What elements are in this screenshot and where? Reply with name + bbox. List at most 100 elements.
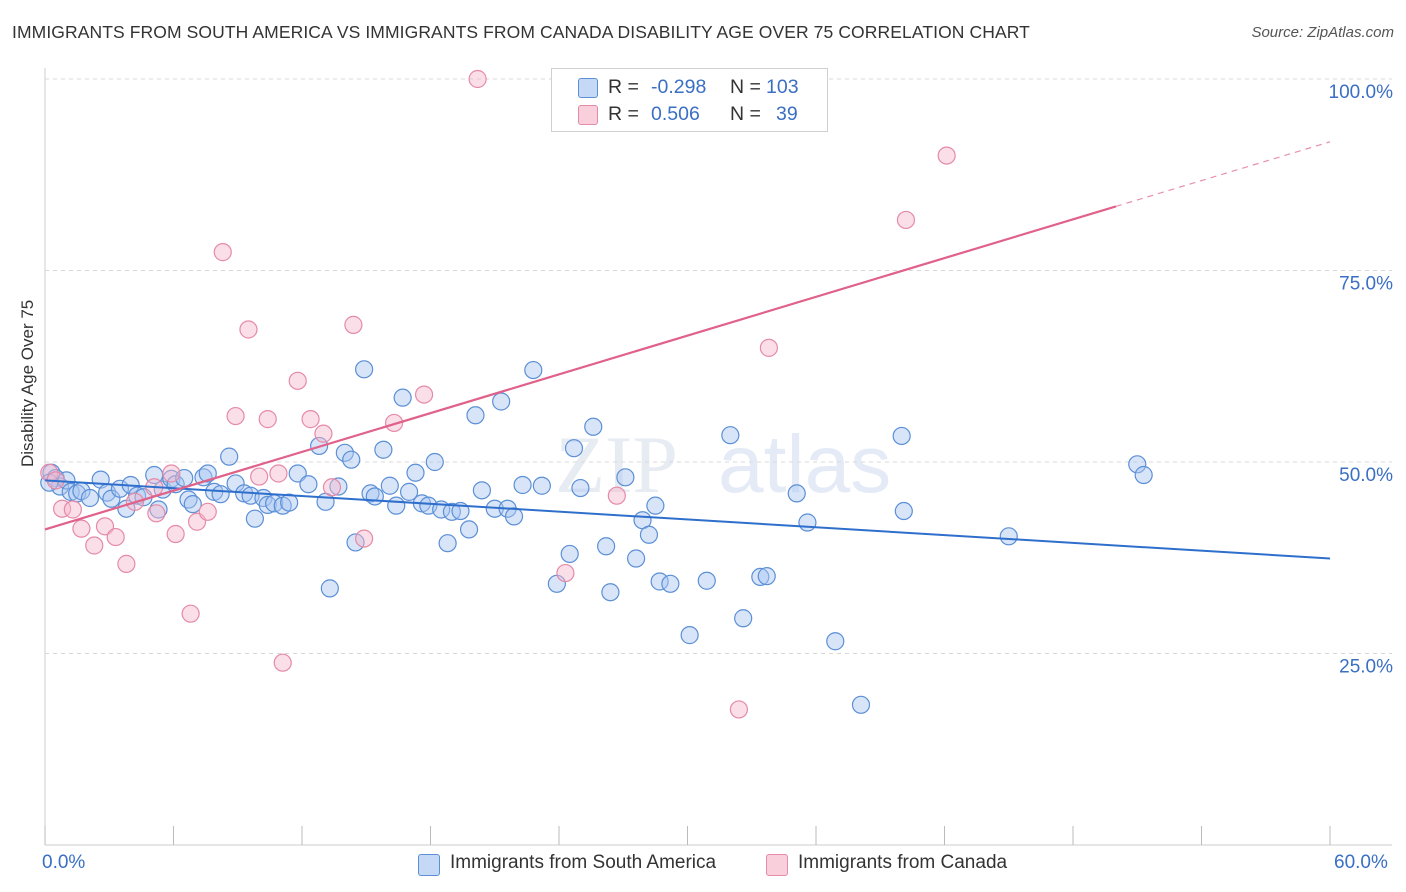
data-point-south-america (584, 417, 603, 436)
bottom-legend-label: Immigrants from South America (450, 852, 717, 873)
data-point-south-america (721, 426, 740, 445)
data-point-south-america (346, 533, 365, 552)
data-point-south-america (335, 443, 354, 462)
x-tick-max: 60.0% (1334, 852, 1388, 873)
data-point-south-america (532, 476, 551, 495)
y-axis-label: Disability Age Over 75 (18, 299, 37, 467)
data-point-south-america (851, 695, 871, 714)
y-tick-label: 75.0% (1339, 274, 1393, 295)
data-point-canada (63, 500, 82, 519)
data-point-canada (239, 320, 258, 339)
data-point-south-america (513, 475, 532, 495)
data-point-south-america (365, 487, 384, 506)
data-point-canada (85, 536, 104, 555)
legend-r-label: R = (608, 103, 639, 125)
data-point-south-america (342, 450, 361, 469)
data-point-canada (273, 653, 292, 672)
data-point-south-america (616, 468, 635, 487)
data-point-south-america (288, 464, 307, 483)
data-point-south-america (387, 496, 406, 515)
data-point-south-america (597, 537, 616, 556)
data-point-canada (759, 338, 778, 357)
data-point-canada (896, 210, 916, 230)
data-point-south-america (650, 572, 669, 591)
legend-r-label: R = (608, 76, 639, 98)
data-point-canada (106, 527, 125, 547)
trend-line-canada-extension (1115, 141, 1331, 207)
data-point-canada (117, 554, 136, 573)
data-point-south-america (639, 525, 659, 544)
data-point-south-america (734, 609, 753, 628)
data-point-south-america (220, 447, 239, 466)
data-point-south-america (564, 439, 584, 458)
data-point-south-america (892, 426, 911, 446)
data-point-south-america (1134, 465, 1153, 485)
data-point-south-america (697, 571, 716, 590)
data-point-canada (288, 371, 307, 390)
data-point-canada (258, 410, 277, 429)
data-point-south-america (504, 507, 524, 526)
data-point-south-america (355, 360, 374, 379)
trend-line-canada (44, 205, 1117, 531)
data-point-south-america (626, 549, 646, 568)
data-point-south-america (560, 544, 579, 564)
data-point-south-america (999, 527, 1018, 546)
data-point-canada (344, 315, 363, 334)
data-point-canada (198, 502, 217, 521)
data-point-south-america (751, 567, 770, 587)
data-point-canada (468, 69, 487, 89)
x-axis-ticks (44, 826, 1331, 845)
trend-line-south-america (44, 479, 1331, 560)
bottom-legend-swatch-pink (766, 854, 788, 876)
data-point-south-america (211, 485, 230, 504)
data-point-south-america (329, 477, 348, 496)
legend-n-value: 39 (776, 103, 798, 125)
data-point-south-america (299, 475, 318, 494)
data-point-south-america (472, 481, 491, 500)
data-point-canada (226, 406, 245, 426)
legend-swatch-pink (578, 105, 598, 125)
y-axis-tick-labels: 25.0% 50.0% 75.0% 100.0% (1329, 82, 1394, 678)
chart-title: IMMIGRANTS FROM SOUTH AMERICA VS IMMIGRA… (12, 22, 1030, 42)
data-point-canada (556, 563, 575, 583)
data-point-south-america (399, 482, 419, 501)
bottom-legend-swatch-blue (418, 854, 440, 876)
data-point-south-america (601, 583, 620, 602)
data-point-south-america (798, 513, 817, 532)
data-point-south-america (894, 501, 913, 521)
data-point-south-america (680, 626, 699, 645)
data-point-south-america (393, 388, 412, 407)
data-point-canada (729, 700, 749, 719)
y-tick-label: 100.0% (1329, 82, 1394, 103)
bottom-legend-label: Immigrants from Canada (798, 852, 1008, 873)
data-point-canada (355, 529, 374, 548)
trend-lines (44, 141, 1331, 560)
data-point-south-america (438, 534, 457, 553)
data-point-south-america (80, 488, 100, 508)
correlation-legend: R = -0.298 N = 103 R = 0.506 N = 39 (551, 68, 828, 132)
data-point-canada (301, 410, 320, 429)
y-tick-label: 50.0% (1339, 465, 1393, 486)
data-point-south-america (380, 476, 399, 495)
data-point-canada (147, 504, 166, 523)
data-point-canada (95, 517, 115, 536)
x-tick-min: 0.0% (42, 852, 86, 873)
data-point-south-america (466, 406, 485, 425)
legend-n-label: N = (730, 103, 761, 125)
data-point-canada (607, 486, 626, 505)
data-point-south-america (757, 567, 776, 586)
data-point-canada (213, 243, 232, 262)
source-label: Source: ZipAtlas.com (1251, 24, 1394, 41)
data-point-south-america (571, 478, 590, 498)
data-point-canada (166, 524, 185, 544)
data-point-canada (72, 519, 91, 538)
legend-n-label: N = (730, 76, 761, 98)
legend-n-value: 103 (766, 76, 799, 98)
data-point-south-america (1128, 455, 1147, 474)
data-point-south-america (406, 463, 425, 482)
data-point-canada (269, 464, 288, 483)
data-point-south-america (661, 574, 680, 593)
data-point-south-america (374, 440, 393, 459)
data-point-south-america (425, 452, 444, 472)
